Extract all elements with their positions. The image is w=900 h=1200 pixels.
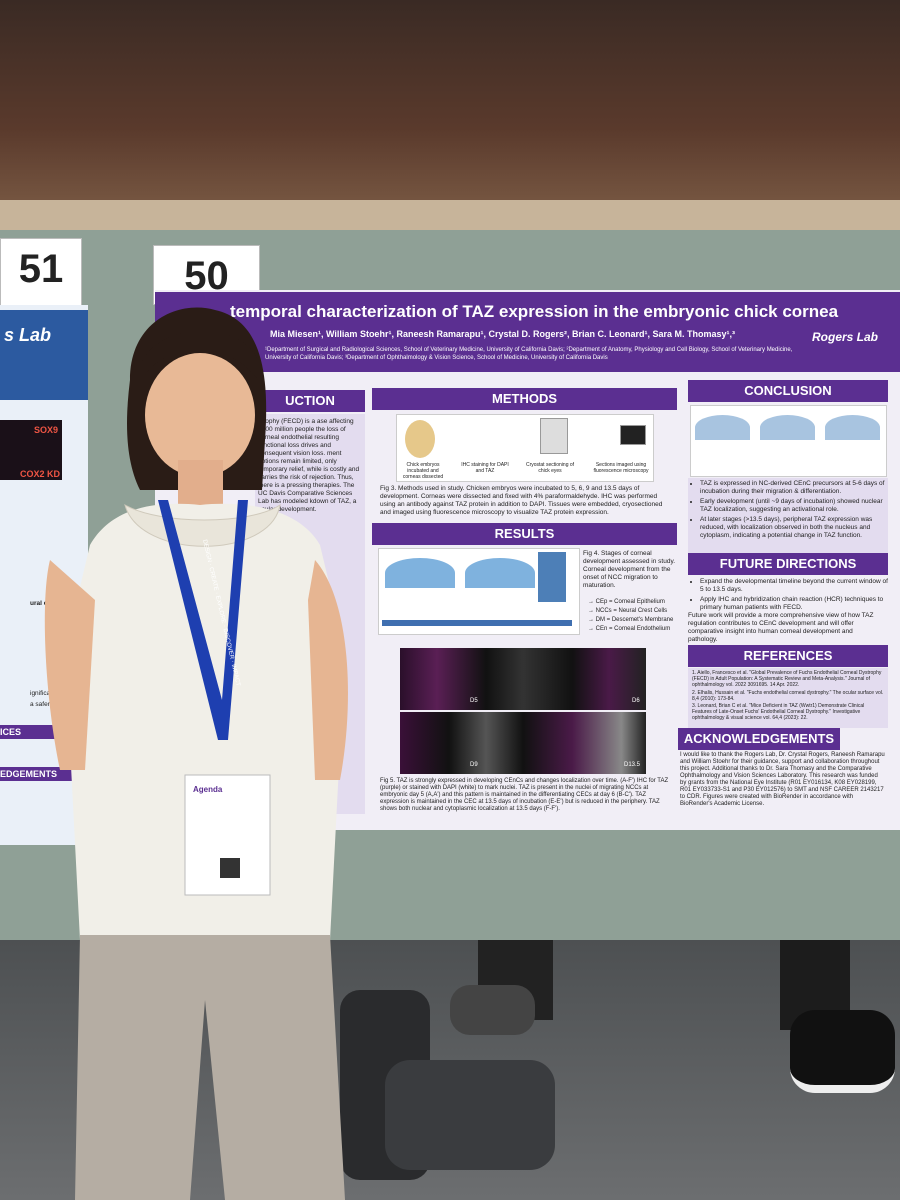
- micrograph: [0, 420, 62, 480]
- cornea-drawing: [695, 415, 750, 440]
- legend-entry: → CEn = Corneal Endothelium: [588, 626, 671, 632]
- bullet-list: Expand the developmental timeline beyond…: [690, 578, 890, 614]
- label: COX2 KD: [20, 469, 61, 479]
- bullet: Expand the developmental timeline beyond…: [700, 578, 890, 594]
- reference: 3. Leonard, Brian C et al. "Mice Deficie…: [692, 703, 865, 721]
- cornea-drawing: [760, 415, 815, 440]
- arm: [44, 560, 95, 770]
- section-heading: ACKNOWLEDGEMENTS: [678, 728, 840, 750]
- section-heading: CONCLUSION: [688, 380, 888, 402]
- banner: [0, 310, 88, 400]
- authors: Mia Miesen¹, William Stoehr¹, Raneesh Ra…: [270, 329, 736, 339]
- step: Chick embryos incubated and corneas diss…: [402, 462, 444, 480]
- shoe: [450, 985, 535, 1035]
- ceiling: [0, 0, 900, 215]
- figure-caption: Fig 5. TAZ is strongly expressed in deve…: [380, 778, 669, 812]
- section-heading: METHODS: [372, 388, 677, 410]
- icon: [540, 418, 568, 454]
- reference: 2. Elhalis, Hussain et al. "Fuchs endoth…: [692, 690, 884, 702]
- cornea-drawing: [385, 558, 455, 588]
- lanyard: [158, 500, 248, 740]
- icon: [405, 420, 435, 458]
- poster-title: temporal characterization of TAZ express…: [230, 302, 839, 321]
- section-text: strophy (FECD) is a ase affecting >300 m…: [258, 418, 360, 513]
- panel-label: D13.5: [624, 762, 641, 768]
- label: SOX9: [34, 425, 59, 435]
- reference: 1. Aiello, Francesco et al. "Global Prev…: [692, 670, 882, 688]
- micrograph-row: [400, 712, 646, 774]
- bullet-list: TAZ is expressed in NC-derived CEnC prec…: [690, 480, 890, 542]
- section-text: Future work will provide a more comprehe…: [688, 612, 874, 643]
- legend-entry: → CEp = Corneal Epithelium: [588, 599, 665, 605]
- step: IHC staining for DAPI and TAZ: [461, 462, 509, 474]
- bullet: At later stages (>13.5 days), peripheral…: [700, 516, 890, 540]
- cornea-drawing: [465, 558, 535, 588]
- title-bar: [155, 292, 900, 372]
- cornea-drawing: [825, 415, 880, 440]
- bullet: Apply IHC and hybridization chain reacti…: [700, 596, 890, 612]
- poster-number: 51: [0, 238, 82, 306]
- section-heading: RESULTS: [372, 523, 677, 545]
- blouse: [65, 503, 345, 940]
- affiliations: ¹Department of Surgical and Radiological…: [265, 347, 793, 361]
- cornea-drawing: [538, 552, 566, 602]
- lab-logo: Rogers Lab: [812, 330, 879, 344]
- panel-label: D9: [470, 762, 478, 768]
- trousers: [75, 935, 345, 1200]
- lab-name: s Lab: [4, 325, 52, 345]
- icon: [620, 425, 646, 445]
- bullet: Early development (until ~9 days of incu…: [700, 498, 890, 514]
- legend-entry: → NCCs = Neural Crest Cells: [588, 608, 668, 614]
- panel-label: D5: [470, 698, 478, 704]
- bangs: [140, 330, 258, 380]
- legend-entry: → DM = Descemet's Membrane: [588, 617, 674, 623]
- panel-label: D6: [632, 698, 640, 704]
- micrograph-row: [400, 648, 646, 710]
- face: [145, 353, 255, 477]
- figure-caption: Fig 3. Methods used in study. Chicken em…: [380, 485, 663, 516]
- step: Cryostat sectioning of chick eyes: [525, 462, 575, 474]
- section-panel: [688, 478, 888, 553]
- badge-title: Agenda: [193, 785, 223, 794]
- neck: [178, 460, 223, 510]
- bag: [385, 1060, 555, 1170]
- methods-figure: [396, 414, 654, 482]
- qr-code: [220, 858, 240, 878]
- bullet: TAZ is expressed in NC-derived CEnC prec…: [700, 480, 890, 496]
- step: Sections imaged using fluorescence micro…: [593, 462, 649, 474]
- timeline: [382, 620, 572, 626]
- section-panel: [688, 668, 888, 728]
- section-heading: EDGEMENTS: [0, 767, 88, 781]
- arm: [308, 560, 348, 780]
- section-heading: FUTURE DIRECTIONS: [688, 553, 888, 575]
- section-heading: UCTION: [255, 390, 365, 412]
- figure-caption: Fig 4. Stages of corneal development ass…: [583, 550, 676, 589]
- shoe: [790, 1010, 895, 1093]
- section-heading: REFERENCES: [688, 645, 888, 667]
- section-text: I would like to thank the Rogers Lab, Dr…: [680, 752, 885, 807]
